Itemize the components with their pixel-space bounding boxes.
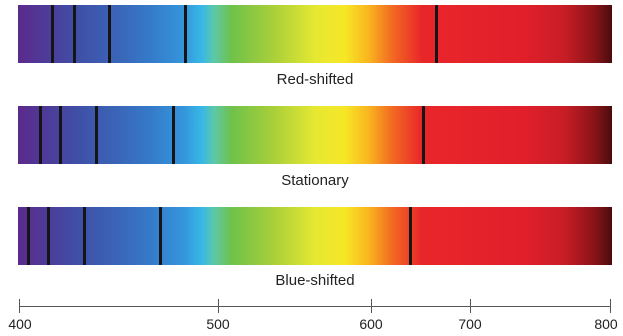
axis-line [19, 306, 611, 307]
absorption-line [27, 207, 30, 265]
absorption-line [83, 207, 86, 265]
spectrum-stationary [18, 106, 612, 164]
spectrum-blue-shifted [18, 207, 612, 265]
spectrum-red-shifted [18, 5, 612, 63]
caption-red-shifted: Red-shifted [276, 71, 354, 88]
absorption-line [95, 106, 98, 164]
axis-tick-800 [610, 299, 611, 313]
axis-label-800: 800 [594, 316, 618, 332]
caption-blue-shifted: Blue-shifted [275, 272, 355, 289]
absorption-line [184, 5, 187, 63]
absorption-line [73, 5, 76, 63]
wavelength-axis: 400 500 600 700 800 [0, 295, 623, 336]
axis-tick-700 [470, 299, 471, 313]
absorption-line [108, 5, 111, 63]
axis-label-600: 600 [359, 316, 383, 332]
absorption-line [435, 5, 438, 63]
axis-tick-600 [371, 299, 372, 313]
axis-tick-400 [19, 299, 20, 313]
absorption-line [59, 106, 62, 164]
absorption-line [409, 207, 412, 265]
axis-tick-500 [218, 299, 219, 313]
absorption-line [39, 106, 42, 164]
axis-label-500: 500 [206, 316, 230, 332]
axis-label-400: 400 [8, 316, 32, 332]
absorption-line [422, 106, 425, 164]
axis-label-700: 700 [458, 316, 482, 332]
absorption-line [159, 207, 162, 265]
absorption-line [51, 5, 54, 63]
caption-stationary: Stationary [281, 172, 349, 189]
absorption-line [47, 207, 50, 265]
absorption-line [172, 106, 175, 164]
